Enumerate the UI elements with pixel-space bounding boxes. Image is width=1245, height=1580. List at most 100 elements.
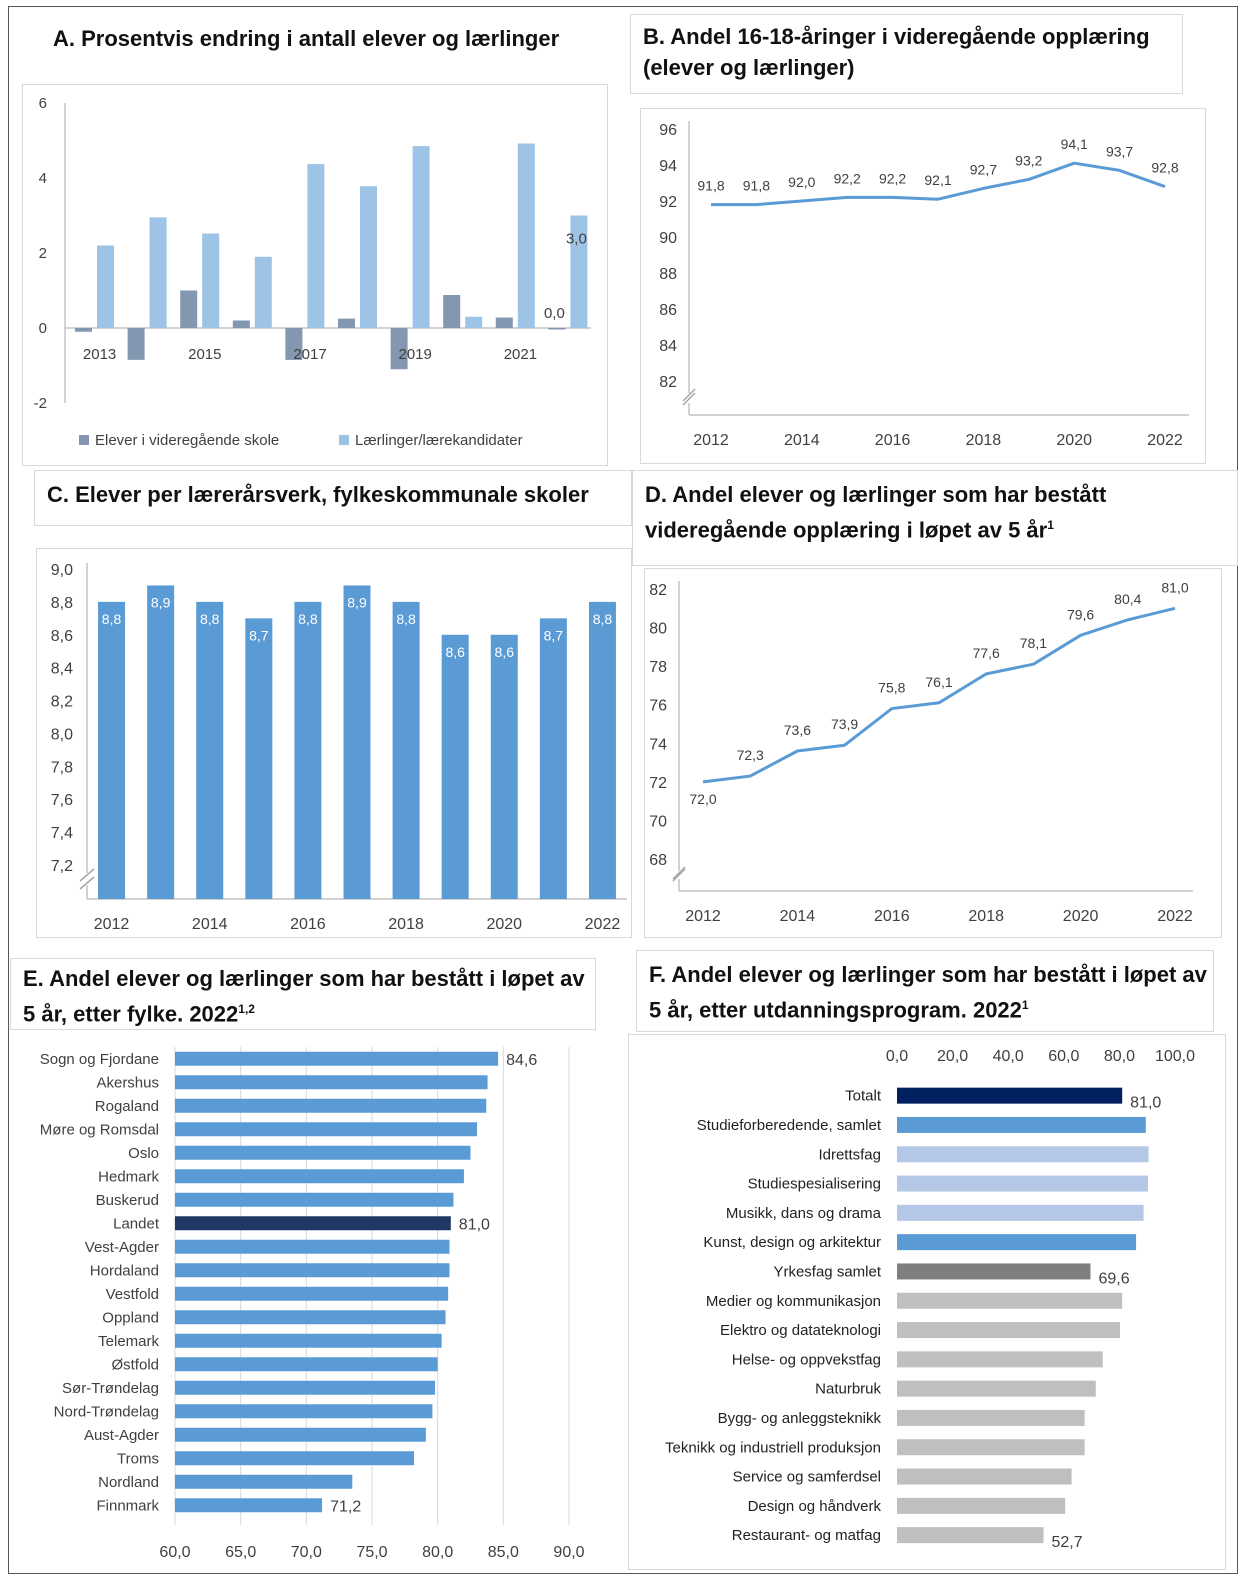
- bar-elever: [232, 320, 250, 328]
- bar-laerlinger: [149, 217, 167, 328]
- legend-swatch-laerlinger: [339, 435, 349, 445]
- bar: [897, 1263, 1091, 1280]
- panel-d-title-text: D. Andel elever og lærlinger som har bes…: [645, 482, 1107, 543]
- bar: [175, 1192, 454, 1207]
- data-label: 8,8: [396, 611, 416, 627]
- data-label: 91,8: [697, 178, 724, 194]
- category-label: Naturbruk: [815, 1381, 881, 1398]
- data-label: 3,0: [566, 231, 587, 248]
- bar-elever: [75, 328, 92, 332]
- y-tick-label: 8,6: [51, 628, 73, 645]
- category-label: Hordaland: [90, 1262, 159, 1279]
- panel-b-title: B. Andel 16-18-åringer i videregående op…: [630, 14, 1183, 94]
- category-label: Nordland: [98, 1474, 159, 1491]
- bar: [175, 1357, 438, 1372]
- x-tick-label: 2022: [1157, 908, 1193, 925]
- x-tick-label: 40,0: [993, 1048, 1024, 1065]
- data-label: 81,0: [1161, 579, 1188, 595]
- bar: [175, 1498, 323, 1513]
- bar: [175, 1404, 433, 1419]
- category-label: Yrkesfag samlet: [773, 1263, 881, 1280]
- category-label: Oslo: [128, 1145, 159, 1162]
- category-label: Idrettsfag: [818, 1146, 881, 1163]
- category-label: Design og håndverk: [748, 1498, 882, 1515]
- x-tick-label: 2013: [83, 346, 116, 363]
- panel-c-chart: 7,2 7,4 7,6 7,8 8,0 8,2 8,4 8,6 8,8 9,0 8,8 8,9 8,8 8…: [36, 548, 632, 938]
- panel-e-title-text: E. Andel elever og lærlinger som har bes…: [23, 966, 585, 1027]
- bar: [175, 1427, 426, 1442]
- bar: [175, 1263, 450, 1278]
- bar-elever: [548, 328, 566, 330]
- bar: [897, 1204, 1144, 1221]
- y-tick-label: 78: [649, 659, 667, 676]
- category-label: Restaurant- og matfag: [732, 1527, 881, 1544]
- panel-e-chart: 60,0 65,0 70,0 75,0 80,0 85,0 90,0 Sogn og Fjor…: [12, 1032, 612, 1570]
- category-label: Sør-Trøndelag: [62, 1380, 159, 1397]
- bar: [175, 1098, 487, 1113]
- x-tick-label: 2020: [1063, 908, 1099, 925]
- bar: [147, 585, 175, 899]
- category-label: Vest-Agder: [85, 1239, 159, 1256]
- x-tick-label: 2012: [94, 916, 130, 933]
- bar-laerlinger: [570, 215, 588, 328]
- category-label: Troms: [117, 1450, 159, 1467]
- category-label: Studiespesialisering: [748, 1176, 881, 1193]
- x-tick-label: 70,0: [291, 1544, 322, 1561]
- bar-elever: [285, 328, 303, 360]
- data-label: 8,9: [151, 594, 171, 610]
- x-tick-label: 2020: [1056, 432, 1092, 449]
- y-tick-label: 7,4: [51, 825, 73, 842]
- bar: [175, 1216, 451, 1231]
- data-label: 8,9: [347, 594, 367, 610]
- data-label: 80,4: [1114, 591, 1141, 607]
- bar-laerlinger: [202, 233, 220, 328]
- axis-break-mark: [682, 388, 696, 402]
- bar: [897, 1380, 1096, 1397]
- data-label: 81,0: [459, 1216, 490, 1233]
- category-label: Vestfold: [106, 1286, 159, 1303]
- bar-laerlinger: [360, 186, 377, 328]
- bar: [897, 1116, 1146, 1133]
- category-label: Nord-Trøndelag: [54, 1403, 159, 1420]
- bar: [175, 1380, 436, 1395]
- y-tick-label: 7,6: [51, 792, 73, 809]
- y-tick-label: 86: [659, 302, 677, 319]
- category-label: Kunst, design og arkitektur: [703, 1234, 881, 1251]
- data-label: 93,2: [1015, 152, 1042, 168]
- y-tick-label: 4: [39, 170, 47, 187]
- x-tick-label: 2021: [504, 346, 537, 363]
- chart-f-svg: 0,0 20,0 40,0 60,0 80,0 100,0 Totalt 81,0 Studie…: [665, 1048, 1195, 1551]
- data-label: 92,8: [1151, 160, 1178, 176]
- bar: [175, 1075, 488, 1090]
- category-label: Aust-Agder: [84, 1427, 159, 1444]
- x-tick-label: 2016: [875, 432, 911, 449]
- x-tick-label: 2016: [874, 908, 910, 925]
- panel-f-title-text: F. Andel elever og lærlinger som har bes…: [649, 962, 1207, 1023]
- bar: [897, 1175, 1149, 1192]
- chart-c-svg: 7,2 7,4 7,6 7,8 8,0 8,2 8,4 8,6 8,8 9,0 8,8 8,9 8,8 8…: [51, 562, 627, 933]
- category-label: Bygg- og anleggsteknikk: [718, 1410, 882, 1427]
- chart-b-svg: 82 84 86 88 90 92 94 96 91,8 91,8 92,0 92,2 92,2 92,1…: [659, 121, 1189, 449]
- panel-f-footnote-mark: 1: [1021, 998, 1029, 1012]
- category-label: Hedmark: [98, 1168, 159, 1185]
- bar: [539, 618, 567, 899]
- x-tick-label: 65,0: [225, 1544, 256, 1561]
- data-label: 8,8: [200, 611, 220, 627]
- y-tick-label: 90: [659, 230, 677, 247]
- y-tick-label: 88: [659, 266, 677, 283]
- chart-e-svg: 60,0 65,0 70,0 75,0 80,0 85,0 90,0 Sogn og Fjor…: [40, 1047, 585, 1561]
- x-tick-label: 2012: [685, 908, 721, 925]
- x-tick-label: 20,0: [937, 1048, 968, 1065]
- bar: [897, 1234, 1137, 1251]
- bar: [441, 634, 469, 899]
- x-tick-label: 85,0: [488, 1544, 519, 1561]
- bar-laerlinger: [412, 146, 430, 328]
- bar: [897, 1497, 1066, 1514]
- bar: [897, 1146, 1149, 1163]
- y-tick-label: 9,0: [51, 562, 73, 579]
- bar-laerlinger: [307, 164, 325, 328]
- legend-label-elever: Elever i videregående skole: [95, 432, 279, 449]
- bar: [392, 601, 420, 899]
- y-tick-label: 68: [649, 852, 667, 869]
- bar: [897, 1409, 1085, 1426]
